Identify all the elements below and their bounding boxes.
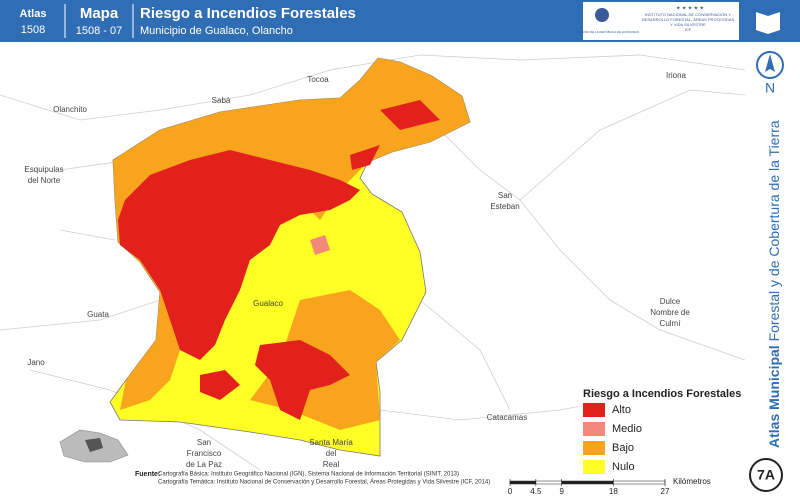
legend-label: Medio (612, 423, 642, 435)
map-number: 1508 - 07 (76, 25, 122, 37)
logo-box (583, 2, 739, 40)
scale-tick-label: 0 (508, 487, 513, 496)
area-alto (200, 370, 240, 400)
institute-text: INSTITUTO NACIONAL DE CONSERVACIÓN Y DES… (641, 12, 735, 27)
scale-segment (509, 480, 537, 485)
series-title: Atlas Municipal Forestal y de Cobertura … (766, 120, 782, 448)
scale-segment (613, 480, 666, 485)
place-label: de La Paz (186, 460, 222, 469)
legend-title: Riesgo a Incendios Forestales (583, 388, 741, 400)
place-label: Olanchito (53, 105, 87, 114)
source-line: Cartografía Básica: Instituto Geográfico… (158, 472, 459, 478)
scale-tick-label: 9 (559, 487, 564, 496)
place-label: San (498, 191, 512, 200)
place-label: Francisco (187, 449, 222, 458)
place-label: Culmí (660, 319, 682, 328)
place-label: Nombre de (650, 308, 690, 317)
sources: Cartografía Básica: Instituto Geográfico… (158, 472, 490, 486)
legend-items: Alto Medio Bajo Nulo (583, 403, 642, 474)
series-title-rest: Forestal y de Cobertura de la Tierra (766, 120, 782, 341)
area-alto (255, 340, 350, 420)
place-label: Jano (27, 358, 45, 367)
source-label: Fuente: (135, 471, 160, 478)
legend-label: Bajo (612, 442, 634, 454)
area-alto (350, 145, 380, 170)
place-label: San (197, 438, 211, 447)
place-label: Real (323, 460, 340, 469)
place-label: Catacamas (487, 413, 527, 422)
place-label: Gualaco (253, 299, 283, 308)
place-label: Dulce (660, 297, 681, 306)
place-label: del Norte (28, 176, 61, 185)
institute-box: INSTITUTO NACIONAL DE CONSERVACIÓN Y DES… (641, 12, 735, 32)
place-label: Guata (87, 310, 109, 319)
government-emblem (595, 8, 609, 22)
place-label: del (326, 449, 337, 458)
place-labels: Tocoa Iriona Olanchito Sabá Esquipulas del No… (24, 71, 690, 469)
scale-segment (535, 480, 562, 485)
legend-swatch (583, 460, 605, 474)
north-label: N (765, 80, 775, 96)
municipality (109, 57, 471, 457)
place-label: Santa María (309, 438, 353, 447)
place-label: Esteban (490, 202, 519, 211)
legend-label: Nulo (612, 461, 635, 473)
area-alto (380, 100, 440, 130)
area-medio (310, 235, 330, 255)
place-label: Sabá (212, 96, 231, 105)
stars: ★ ★ ★ ★ ★ (676, 5, 704, 11)
north-arrow (756, 51, 784, 79)
place-label: Esquipulas (24, 165, 63, 174)
source-line: Cartografía Temática: Instituto Nacional… (158, 479, 490, 486)
atlas-number: 1508 (21, 24, 45, 36)
place-label: Iriona (666, 71, 687, 80)
sheet-number: 7A (757, 467, 775, 483)
institute-abbr: ICF (684, 27, 692, 32)
legend-swatch (583, 403, 605, 417)
legend-swatch (583, 441, 605, 455)
title: Riesgo a Incendios Forestales (140, 5, 356, 22)
area-alto (118, 150, 360, 360)
scale-segment (561, 480, 614, 485)
inset-highlight (85, 438, 103, 452)
book-icon (756, 12, 780, 34)
scale-tick-label: 18 (609, 487, 618, 496)
government-text: GOBIERNO DE LA REPÚBLICA DE HONDURAS (573, 29, 639, 34)
scale-tick-label: 27 (661, 487, 670, 496)
sheet-badge (749, 458, 783, 492)
scale-tick-label: 4.5 (530, 487, 542, 496)
map-label: Mapa (80, 5, 119, 22)
series-title-bold: Atlas Municipal (766, 345, 782, 448)
legend-box (578, 383, 746, 479)
place-label: Tocoa (307, 75, 329, 84)
subtitle: Municipio de Gualaco, Olancho (140, 25, 293, 37)
legend-swatch (583, 422, 605, 436)
legend-label: Alto (612, 404, 631, 416)
scale-unit: Kilómetros (673, 477, 711, 486)
atlas-label: Atlas (20, 8, 47, 20)
